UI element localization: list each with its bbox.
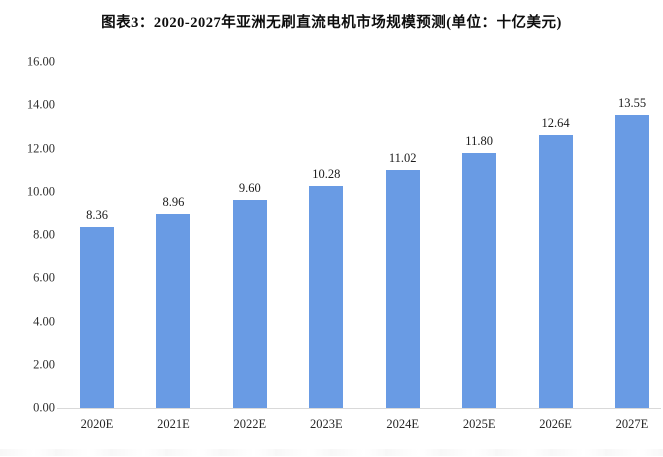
chart-title: 图表3：2020-2027年亚洲无刷直流电机市场规模预测(单位：十亿美元) (101, 15, 562, 31)
bar-2024E (385, 169, 420, 408)
watermark-strip (0, 449, 663, 456)
bar-value-label: 11.80 (465, 133, 493, 148)
bar-2020E (80, 227, 114, 408)
bar-2021E (156, 214, 191, 408)
bar-2022E (232, 200, 267, 408)
bar-2026E (538, 134, 573, 408)
x-tick-label: 2027E (615, 417, 649, 431)
y-tick-label: 14.00 (26, 97, 55, 112)
bar-value-label: 10.28 (312, 166, 341, 181)
bar-value-label: 8.36 (86, 208, 108, 223)
x-tick-label: 2025E (462, 417, 496, 431)
y-tick-label: 12.00 (26, 141, 55, 155)
bar-2027E (615, 114, 649, 408)
x-tick-label: 2020E (80, 417, 114, 431)
x-axis-line (57, 408, 661, 409)
x-tick-label: 2026E (539, 417, 572, 431)
y-tick-label: 10.00 (26, 184, 55, 199)
bar-value-label: 8.96 (162, 195, 185, 210)
y-tick-label: 4.00 (33, 314, 55, 328)
y-tick-label: 16.00 (26, 54, 55, 69)
bar-value-label: 12.64 (541, 115, 570, 130)
y-tick-label: 6.00 (33, 270, 55, 285)
bar-2023E (309, 185, 344, 408)
x-tick-label: 2023E (309, 417, 343, 431)
bar-value-label: 9.60 (238, 181, 261, 196)
y-tick-label: 8.00 (33, 227, 55, 242)
y-tick-label: 2.00 (33, 357, 55, 372)
x-tick-label: 2022E (233, 417, 267, 431)
bar-2025E (462, 152, 497, 408)
x-tick-label: 2024E (386, 417, 420, 431)
x-tick-label: 2021E (157, 417, 190, 431)
bar-value-label: 11.02 (388, 150, 417, 165)
bar-value-label: 13.55 (617, 95, 647, 110)
y-tick-label: 0.00 (33, 400, 55, 415)
